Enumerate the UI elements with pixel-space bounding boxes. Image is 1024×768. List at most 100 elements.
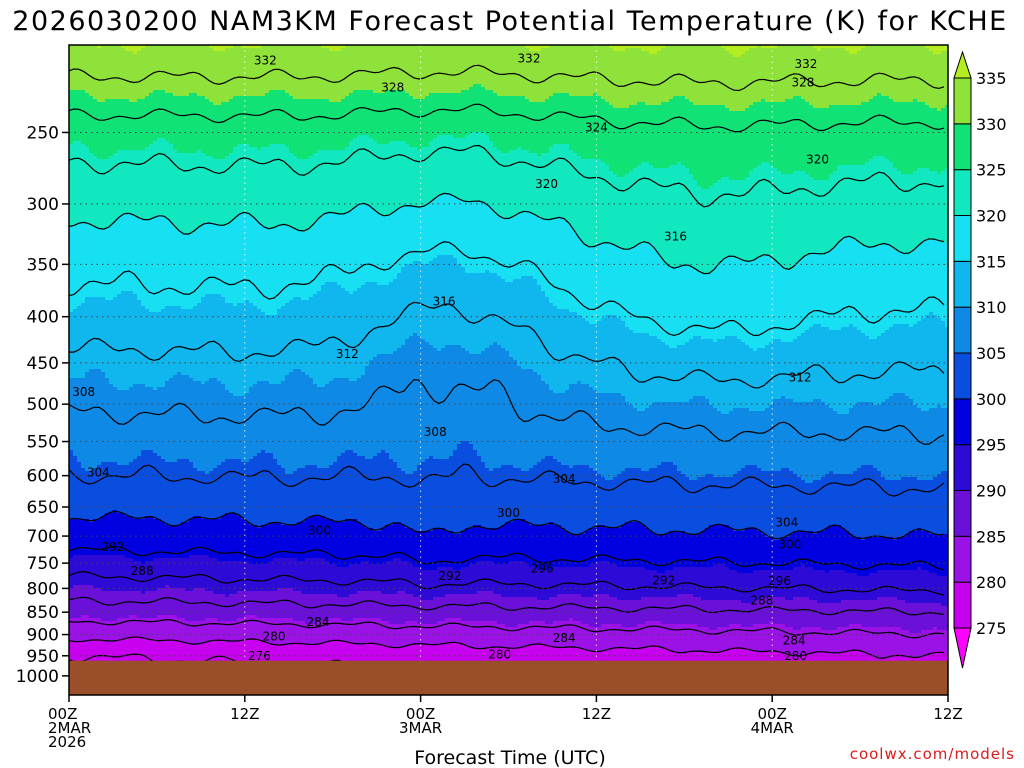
fill-cell [185,309,190,376]
fill-cell [261,591,266,619]
fill-cell [661,342,666,403]
fill-cell [573,567,578,595]
fill-cell [129,45,134,52]
fill-cell [101,639,106,664]
fill-cell [901,174,906,253]
fill-cell [665,168,670,265]
fill-cell [461,201,466,268]
fill-cell [553,393,558,460]
fill-cell [193,306,198,382]
fill-cell [885,159,890,244]
fill-cell [585,246,590,322]
fill-cell [773,102,778,169]
fill-cell [281,381,286,469]
fill-cell [77,222,82,307]
fill-cell [737,408,742,472]
fill-cell [913,570,918,604]
fill-cell [941,471,946,535]
fill-cell [337,639,342,670]
fill-cell [781,468,786,538]
fill-cell [933,171,938,241]
fill-cell [865,627,870,655]
fill-cell [573,153,578,232]
fill-cell [465,441,470,529]
fill-cell [693,567,698,598]
fill-cell [737,624,742,649]
fill-cell [309,516,314,559]
fill-cell [525,45,530,49]
fill-cell [305,594,310,625]
fill-cell [921,531,926,571]
fill-cell [477,621,482,649]
fill-cell [337,150,342,214]
fill-cell [201,153,206,226]
fill-cell [533,216,538,280]
fill-cell [249,147,254,217]
fill-cell [793,597,798,631]
fill-cell [537,621,542,646]
fill-cell [585,159,590,247]
fill-cell [917,567,922,604]
fill-cell [113,222,118,298]
fill-cell [269,315,274,385]
fill-cell [813,324,818,400]
fill-cell [109,642,114,664]
fill-cell [433,459,438,529]
fill-cell [817,603,822,628]
contour-label: 312 [336,347,359,361]
fill-cell [289,96,294,154]
fill-cell [145,387,150,451]
fill-cell [713,408,718,478]
fill-cell [577,534,582,568]
fill-cell [841,570,846,601]
fill-cell [461,621,466,646]
fill-cell [85,519,90,556]
fill-cell [313,222,318,295]
contour-label: 316 [664,230,687,244]
fill-cell [321,594,326,622]
fill-cell [509,465,514,523]
fill-cell [533,525,538,568]
fill-cell [585,567,590,598]
fill-cell [713,267,718,343]
fill-cell [713,477,718,526]
fill-cell [833,474,838,526]
fill-cell [229,99,234,154]
fill-cell [773,540,778,571]
fill-cell [81,519,86,556]
fill-cell [593,627,598,652]
fill-cell [289,300,294,373]
fill-cell [101,372,106,463]
fill-cell [245,144,250,214]
fill-cell [497,216,502,277]
fill-cell [593,471,598,529]
colorbar-segment [953,77,972,125]
fill-cell [349,519,354,565]
fill-cell [253,219,258,307]
fill-cell [189,234,194,310]
fill-cell [945,168,948,244]
fill-cell [837,525,842,571]
y-tick-label: 450 [27,354,59,374]
fill-cell [829,570,834,604]
x-tick-label: 12Z [230,705,259,723]
fill-cell [297,522,302,562]
fill-cell [137,519,142,562]
fill-cell [733,111,738,181]
fill-cell [777,471,782,541]
fill-cell [673,45,678,97]
fill-cell [337,51,342,103]
fill-cell [517,96,522,148]
fill-cell [729,600,734,625]
fill-cell [369,360,374,460]
fill-cell [217,621,222,640]
fill-cell [69,642,74,670]
fill-cell [309,594,314,625]
fill-cell [877,93,882,157]
fill-cell [533,372,538,466]
fill-cell [409,645,414,673]
fill-cell [849,573,854,601]
fill-cell [625,567,630,601]
fill-cell [589,564,594,598]
fill-cell [529,45,534,52]
